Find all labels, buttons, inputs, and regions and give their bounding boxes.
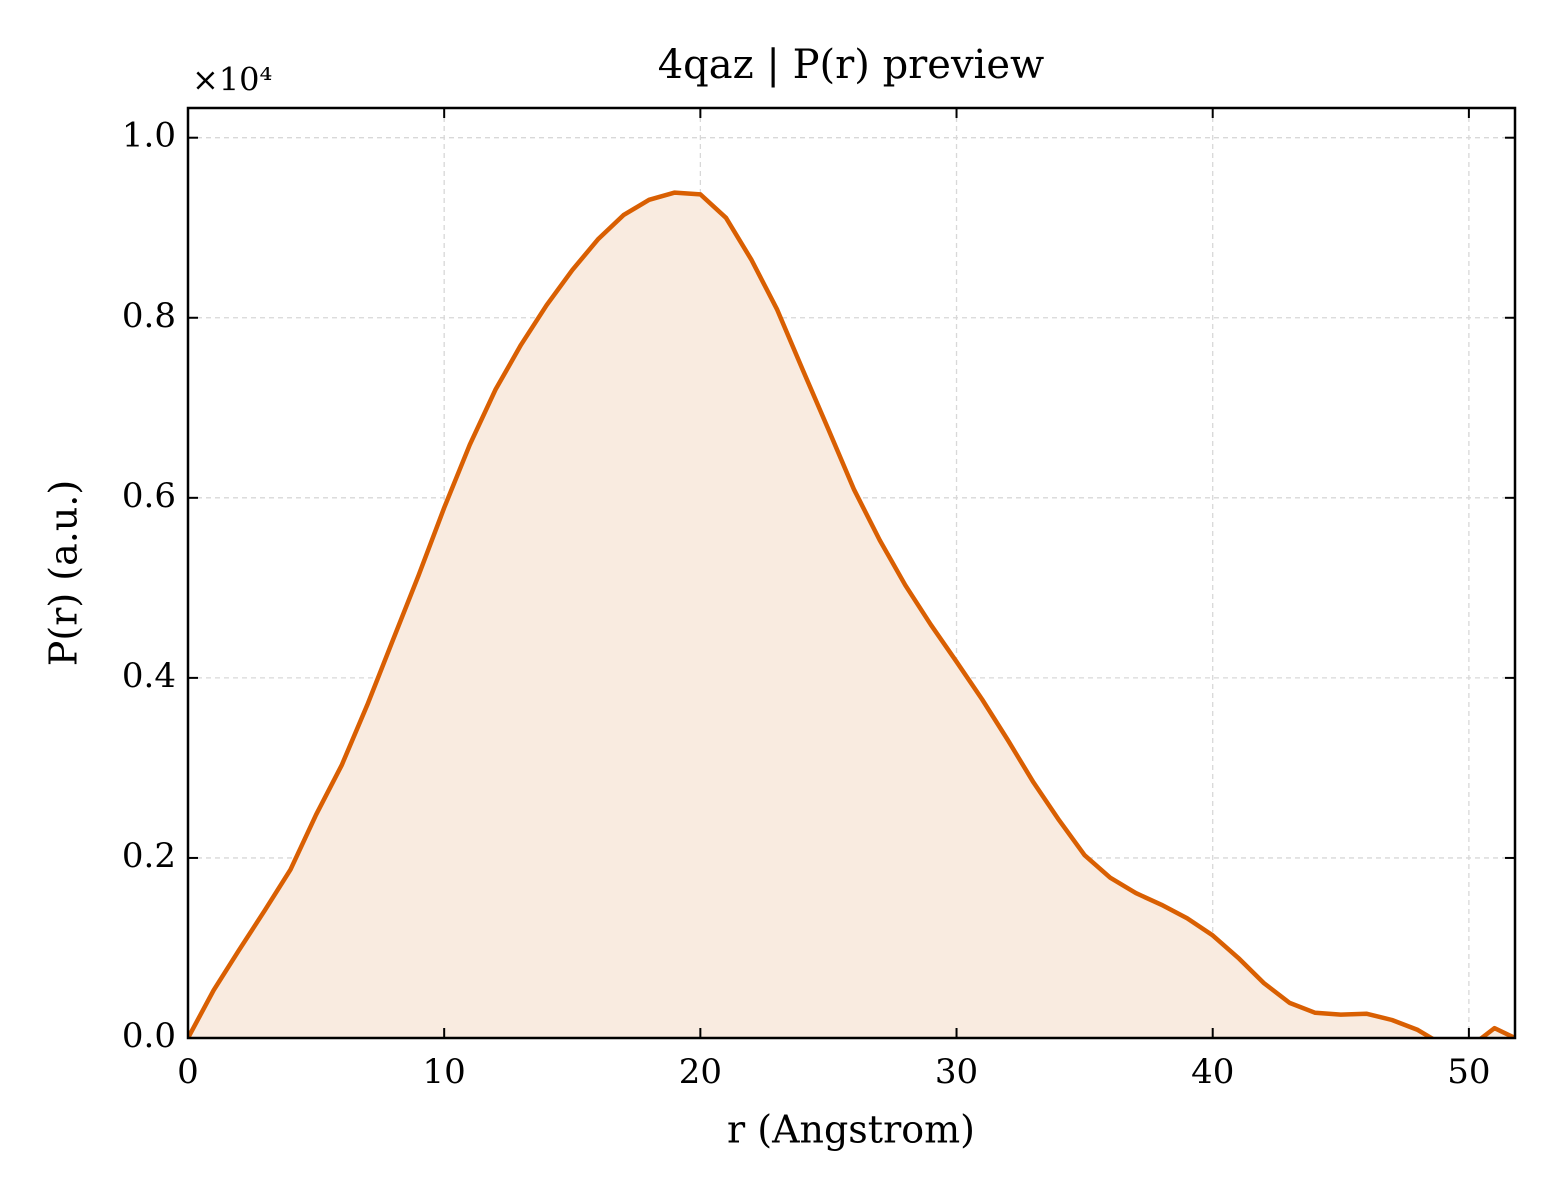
- line: [188, 190, 1515, 1038]
- area: [188, 192, 1515, 1038]
- plot-area: [188, 190, 1515, 1038]
- x-tick-label: 40: [1191, 1052, 1234, 1092]
- x-tick-label: 50: [1447, 1052, 1490, 1092]
- x-tick-label: 30: [935, 1052, 978, 1092]
- y-offset-label: ×10⁴: [192, 61, 272, 99]
- y-tick-label: 0.6: [122, 476, 176, 516]
- chart-title: 4qaz | P(r) preview: [658, 42, 1045, 88]
- x-tick-label: 10: [423, 1052, 466, 1092]
- y-tick-label: 0.8: [122, 296, 176, 336]
- y-tick-label: 0.2: [122, 836, 176, 876]
- axes-frame: [186, 106, 1517, 1040]
- y-tick-label: 1.0: [122, 116, 176, 156]
- y-tick-label: 0.0: [122, 1016, 176, 1056]
- y-tick-label: 0.4: [122, 656, 176, 696]
- x-tick-label: 0: [177, 1052, 199, 1092]
- x-tick-label: 20: [679, 1052, 722, 1092]
- y-axis-label: P(r) (a.u.): [42, 480, 86, 666]
- x-axis-label: r (Angstrom): [727, 1108, 975, 1152]
